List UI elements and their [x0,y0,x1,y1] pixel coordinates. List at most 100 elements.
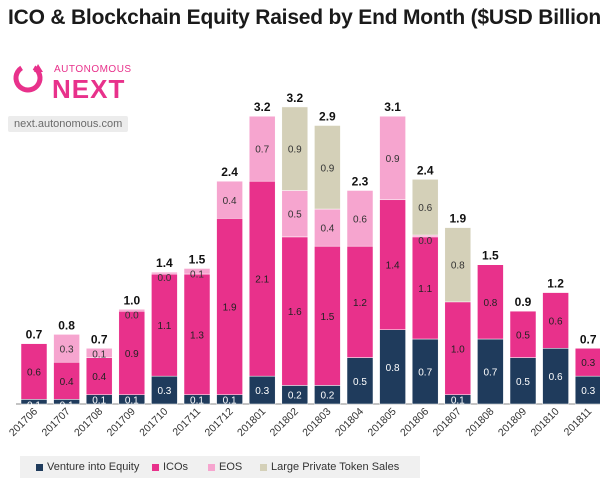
x-tick-label: 201809 [496,406,529,439]
bar-segment-201803-s1 [314,245,341,386]
segment-label: 0.8 [483,298,497,309]
total-label: 0.9 [515,295,532,309]
bar-segment-201810-s0 [542,348,569,405]
bar-segment-201711-s1 [183,273,211,395]
bar-segment-201805-s2 [379,115,406,201]
segment-label: 0.3 [157,386,171,397]
legend-swatch [260,463,267,471]
bar-segment-201711-s2 [183,268,211,275]
bar-segment-201806-s1 [411,236,439,340]
bar-segment-201807-s3 [444,227,472,303]
segment-label: 0.5 [288,210,302,221]
bar-segment-201802-s1 [281,236,309,386]
x-tick-label: 201707 [39,406,72,439]
legend-swatch [36,463,43,471]
total-label: 1.4 [156,256,173,270]
segment-label: 0.3 [581,386,595,397]
bar-segment-201802-s3 [281,106,309,191]
x-tick-label: 201811 [562,406,595,439]
chart-title: ICO & Blockchain Equity Raised by End Mo… [8,6,600,29]
logo: AUTONOMOUS NEXT next.autonomous.com [8,58,138,138]
segment-label: 0.1 [451,396,465,407]
segment-label: 0.9 [125,349,139,360]
bar-segment-201712-s1 [216,218,243,395]
segment-label: 0.8 [386,363,400,374]
x-tick-label: 201801 [235,406,268,439]
total-label: 2.9 [319,109,336,123]
bar-segment-201809-s0 [509,357,537,405]
segment-label: 1.4 [386,261,400,272]
bar-segment-201803-s3 [314,125,341,210]
legend-item: ICOs [152,461,188,473]
bar-segment-201808-s0 [477,338,504,405]
segment-label: 0.0 [418,236,432,247]
bar-segment-201804-s2 [346,190,374,247]
total-label: 0.7 [580,332,597,346]
legend: Venture into Equity ICOs EOS Large Private … [20,456,420,478]
x-tick-label: 201804 [333,406,366,439]
logo-top-text: AUTONOMOUS [54,64,132,75]
bar-segment-201708-s1 [85,357,113,395]
bar-segment-201801-s0 [248,375,276,405]
segment-label: 0.5 [353,377,367,388]
segment-label: 0.7 [483,368,497,379]
segment-label: 0.3 [60,344,74,355]
x-tick-label: 201807 [431,406,464,439]
bar-segment-201809-s1 [509,310,537,358]
total-label: 3.2 [286,91,303,105]
segment-label: 0.9 [320,163,334,174]
segment-label: 0.1 [190,396,204,407]
bar-segment-201801-s1 [248,180,276,377]
total-label: 0.7 [91,332,108,346]
legend-item: Venture into Equity [36,461,139,473]
total-label: 1.5 [482,249,499,263]
x-tick-label: 201708 [72,406,105,439]
bar-segment-201811-s1 [574,348,600,377]
bar-segment-201804-s0 [346,357,374,405]
total-label: 3.2 [254,100,271,114]
bar-segment-201708-s2 [85,348,113,358]
segment-label: 0.6 [418,203,432,214]
legend-label: EOS [219,461,243,474]
legend-swatch [152,463,159,471]
segment-label: 0.6 [549,372,563,383]
bar-segment-201804-s1 [346,245,374,358]
bar-segment-201802-s2 [281,190,309,238]
segment-label: 0.9 [288,145,302,156]
bar-segment-201805-s0 [379,329,406,405]
x-tick-label: 201710 [137,406,170,439]
segment-label: 0.6 [549,316,563,327]
logo-url: next.autonomous.com [8,116,129,132]
total-label: 0.7 [26,328,43,342]
x-tick-label: 201806 [398,406,431,439]
total-label: 1.9 [449,212,466,226]
segment-label: 1.0 [451,344,465,355]
total-label: 1.2 [547,277,564,291]
total-label: 1.0 [123,293,140,307]
segment-label: 1.5 [320,312,334,323]
segment-label: 2.1 [255,275,269,286]
bar-segment-201712-s2 [216,180,243,219]
bar-segment-201808-s1 [477,264,504,340]
segment-label: 0.7 [255,145,269,156]
bar-segment-201710-s1 [151,273,178,377]
legend-item: Large Private Token Sales [260,461,399,473]
legend-label: Venture into Equity [47,461,140,474]
segment-label: 1.1 [418,284,432,295]
segment-label: 0.4 [320,224,334,235]
bar-segment-201709-s2 [118,309,146,312]
bar-segment-201710-s0 [151,375,178,405]
segment-label: 0.3 [255,386,269,397]
legend-label: Large Private Token Sales [271,461,400,474]
segment-label: 1.3 [190,330,204,341]
segment-label: 0.1 [92,349,106,360]
segment-label: 0.1 [190,269,204,280]
segment-label: 0.1 [27,400,41,411]
x-tick-label: 201709 [105,406,138,439]
segment-label: 0.1 [60,400,74,411]
bar-segment-201811-s0 [574,375,600,405]
bar-segment-201810-s1 [542,292,569,349]
segment-label: 0.0 [157,273,171,284]
x-tick-label: 201712 [202,406,235,439]
x-tick-label: 201706 [7,406,40,439]
